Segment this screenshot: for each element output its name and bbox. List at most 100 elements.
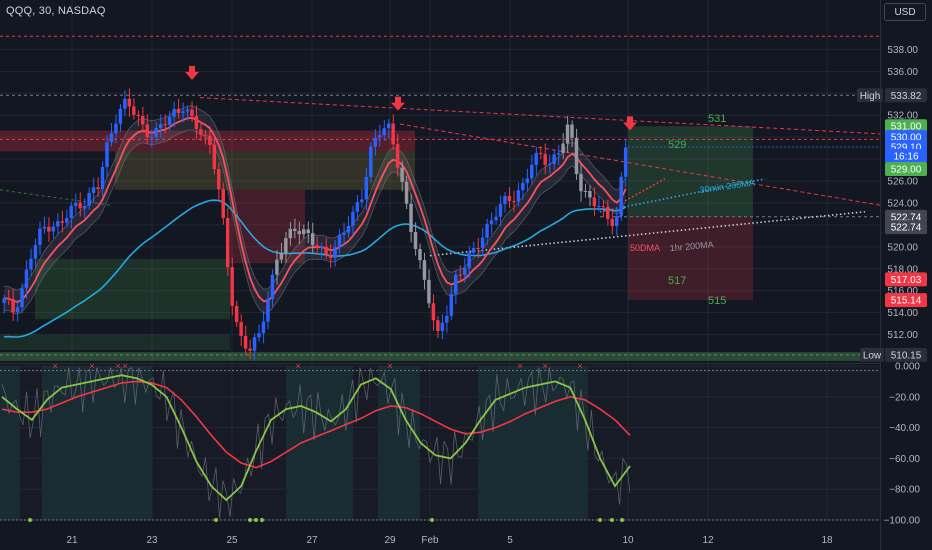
candle (145, 124, 149, 138)
price-tick-label: 536.00 (887, 67, 918, 78)
zone-label-517: 517 (668, 275, 686, 287)
price-tag: 530.00 (891, 133, 922, 144)
price-tag: 515.14 (891, 296, 922, 307)
down-arrow-icon (623, 116, 637, 131)
candle (418, 249, 422, 261)
candle (208, 135, 212, 145)
price-tag-background (885, 149, 927, 163)
candle (480, 237, 485, 249)
candle (217, 169, 221, 190)
oscillator-tick-label: 0.000 (895, 362, 920, 373)
candle (91, 187, 96, 193)
ma30-200-line (599, 178, 766, 213)
session-shade (286, 366, 353, 520)
high-name-tag-background (857, 88, 883, 103)
oversold-marker-icon (254, 518, 258, 522)
ma1h-200-label: 1hr 200MA (669, 239, 714, 253)
candle (176, 108, 181, 113)
candle (69, 205, 73, 218)
price-tag-background (885, 220, 927, 235)
oversold-marker-icon (260, 518, 264, 522)
candle (462, 267, 467, 275)
price-tick-label: 518.00 (887, 264, 918, 275)
candle (6, 298, 11, 300)
overbought-marker-icon: ✕ (387, 363, 393, 370)
oscillator-tick-label: −60.00 (889, 454, 920, 465)
candle (494, 216, 498, 221)
candle (293, 228, 297, 231)
candlestick-series[interactable] (2, 88, 628, 361)
low-name-tag-background (860, 347, 884, 362)
price-tag: 531.00 (891, 122, 922, 133)
candle (270, 274, 275, 299)
candle (181, 111, 185, 113)
candle (601, 206, 606, 208)
resistance-zone (0, 130, 415, 152)
target-zone (628, 126, 753, 217)
candle (65, 217, 69, 223)
candle (20, 288, 24, 308)
candle (239, 322, 243, 336)
candle (458, 274, 462, 276)
overbought-marker-icon: ✕ (89, 363, 95, 370)
stop-zone (628, 216, 753, 301)
candle (355, 202, 360, 212)
candle (619, 176, 623, 217)
candle (284, 238, 288, 254)
low-price-tag-background (885, 347, 927, 362)
fast-moving-average (4, 116, 627, 304)
candle (552, 154, 556, 164)
support-zone (0, 334, 230, 350)
time-axis[interactable]: 21 23 25 27 29 Feb 5 10 12 18 (66, 535, 833, 546)
price-tag-background (885, 161, 927, 176)
oscillator-pane[interactable]: ✕ ✕ ✕ ✕ ✕ ✕ ✕ ✕ ✕ (0, 363, 880, 522)
price-tag-background (885, 272, 927, 287)
candle (570, 124, 574, 138)
price-tick-label: 520.00 (887, 242, 918, 253)
candle (431, 303, 436, 321)
symbol-title[interactable]: QQQ, 30, NASDAQ (6, 5, 106, 17)
currency-button[interactable]: USD (884, 3, 926, 21)
candle (42, 226, 47, 229)
ma50-label: 50DMA (630, 243, 660, 253)
session-shade (42, 366, 152, 520)
candle (597, 206, 601, 208)
candle (592, 197, 597, 207)
oversold-marker-icon (620, 518, 624, 522)
oscillator-tick-label: −40.00 (889, 423, 920, 434)
candle (574, 137, 579, 175)
time-tick-label: 27 (306, 535, 318, 546)
candle (73, 202, 78, 206)
candle (275, 259, 279, 275)
price-tick-label: 512.00 (887, 330, 918, 341)
candle (127, 98, 132, 107)
candle (583, 190, 588, 192)
candle (606, 206, 610, 219)
candle (105, 142, 109, 168)
oversold-marker-icon (598, 518, 602, 522)
candle (556, 152, 561, 155)
candle (467, 252, 471, 268)
low-name-tag: Low (863, 350, 882, 361)
candle (534, 152, 538, 165)
high-price-tag-background (885, 88, 927, 103)
overbought-marker-icon: ✕ (517, 363, 523, 370)
price-axis[interactable]: 538.00536.00534.00532.00530.00528.00526.… (628, 45, 927, 527)
candle (261, 321, 266, 334)
overbought-marker-icon: ✕ (115, 363, 121, 370)
candle (623, 147, 628, 177)
candle (485, 224, 489, 238)
price-tick-label: 524.00 (887, 198, 918, 209)
candle (360, 199, 364, 203)
candle (315, 245, 319, 248)
candle (369, 146, 373, 177)
time-tick-label: 23 (146, 535, 158, 546)
overbought-marker-icon: ✕ (295, 363, 301, 370)
time-tick-label: 25 (226, 535, 238, 546)
candle (476, 248, 480, 250)
ma1h-200-line (429, 210, 866, 257)
support-zone (35, 258, 230, 320)
candle (337, 234, 342, 248)
time-tick-label: Feb (421, 535, 439, 546)
